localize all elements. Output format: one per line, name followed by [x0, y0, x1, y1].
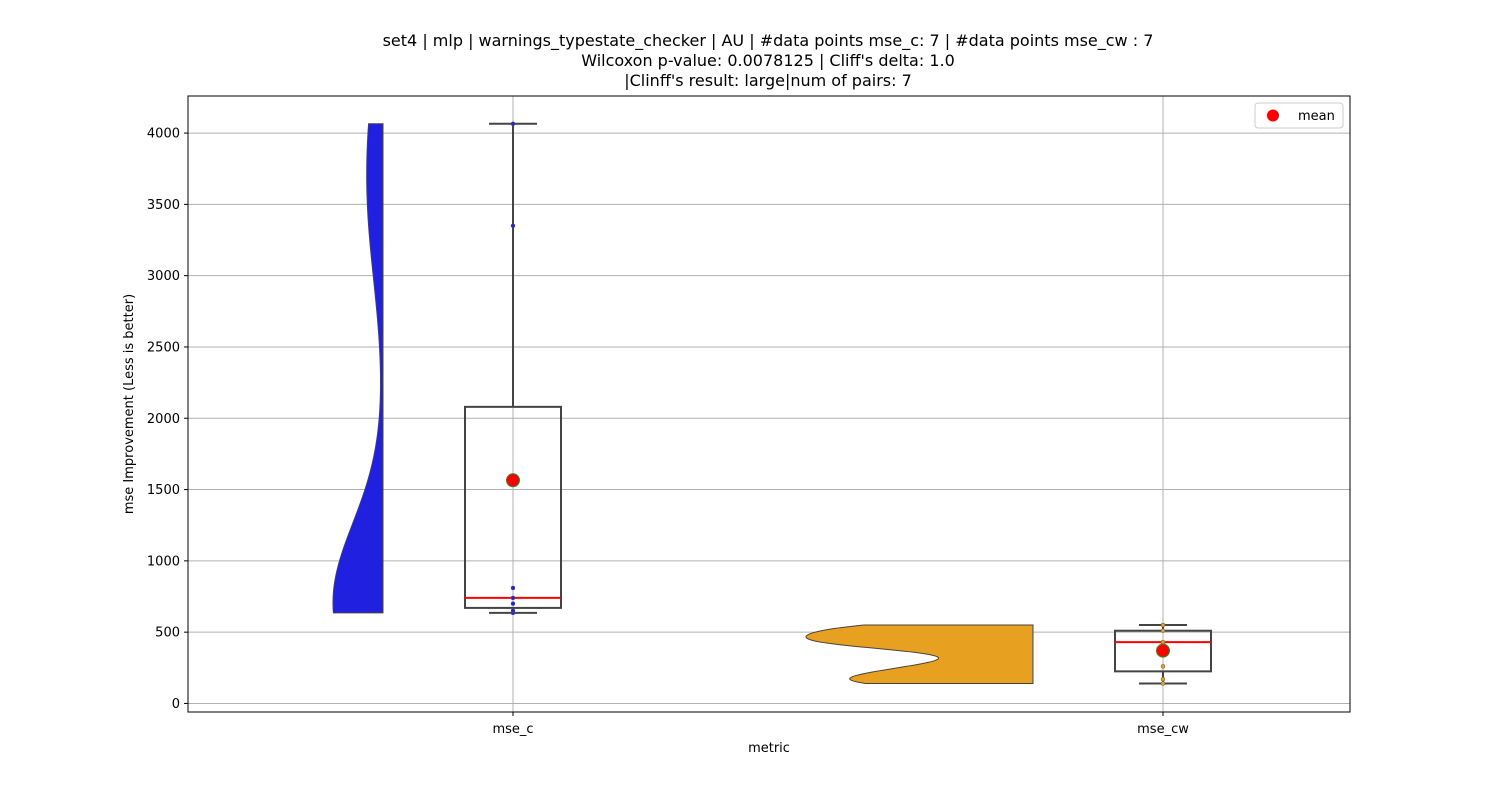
mean-marker [506, 473, 520, 488]
x-tick-label: mse_c [492, 722, 533, 737]
legend: mean [1254, 102, 1344, 129]
plot-area [187, 95, 1351, 713]
y-tick-label: 2500 [147, 340, 180, 355]
data-point [1160, 639, 1166, 645]
title-line: |Clinff's result: large|num of pairs: 7 [624, 71, 912, 90]
data-point [510, 601, 516, 606]
legend-box [1254, 102, 1344, 129]
data-point [510, 608, 516, 614]
y-axis-ticks: 0 500 1000 1500 2000 2500 3000 3500 4000 [147, 127, 188, 712]
x-tick-label: mse_cw [1137, 722, 1189, 737]
y-tick-label: 1000 [147, 554, 180, 569]
data-point [510, 121, 516, 127]
data-point [510, 595, 516, 601]
y-axis-label: mse Improvement (Less is better) [122, 294, 137, 514]
chart-title: set4 | mlp | warnings_typestate_checker … [383, 31, 1154, 90]
boxplot-mse_c [464, 121, 562, 616]
y-tick-label: 4000 [147, 127, 180, 142]
data-point [1160, 681, 1166, 686]
y-tick-label: 3000 [147, 269, 180, 284]
title-line: set4 | mlp | warnings_typestate_checker … [383, 31, 1154, 51]
data-point [1160, 622, 1166, 628]
data-point [1160, 628, 1166, 633]
legend-marker [1267, 109, 1279, 122]
data-point [510, 585, 516, 591]
violin-mse_cw [805, 624, 1034, 684]
plot-background [188, 96, 1350, 712]
x-axis-ticks: mse_c mse_cw [492, 712, 1189, 737]
data-point [510, 223, 516, 229]
data-point [1160, 664, 1166, 669]
y-tick-label: 3500 [147, 198, 180, 213]
y-tick-label: 500 [155, 626, 180, 641]
y-tick-label: 0 [172, 697, 180, 712]
legend-label: mean [1298, 109, 1335, 124]
boxplot-mse_cw [1114, 622, 1212, 686]
box [464, 405, 562, 609]
y-tick-label: 1500 [147, 483, 180, 498]
mean-marker [1156, 643, 1170, 658]
title-line: Wilcoxon p-value: 0.0078125 | Cliff's de… [581, 51, 955, 70]
violin-mse_c [332, 123, 384, 614]
x-axis-label: metric [748, 741, 790, 756]
data-point [1160, 676, 1166, 682]
y-tick-label: 2000 [147, 412, 180, 427]
axes-frame [187, 95, 1351, 713]
